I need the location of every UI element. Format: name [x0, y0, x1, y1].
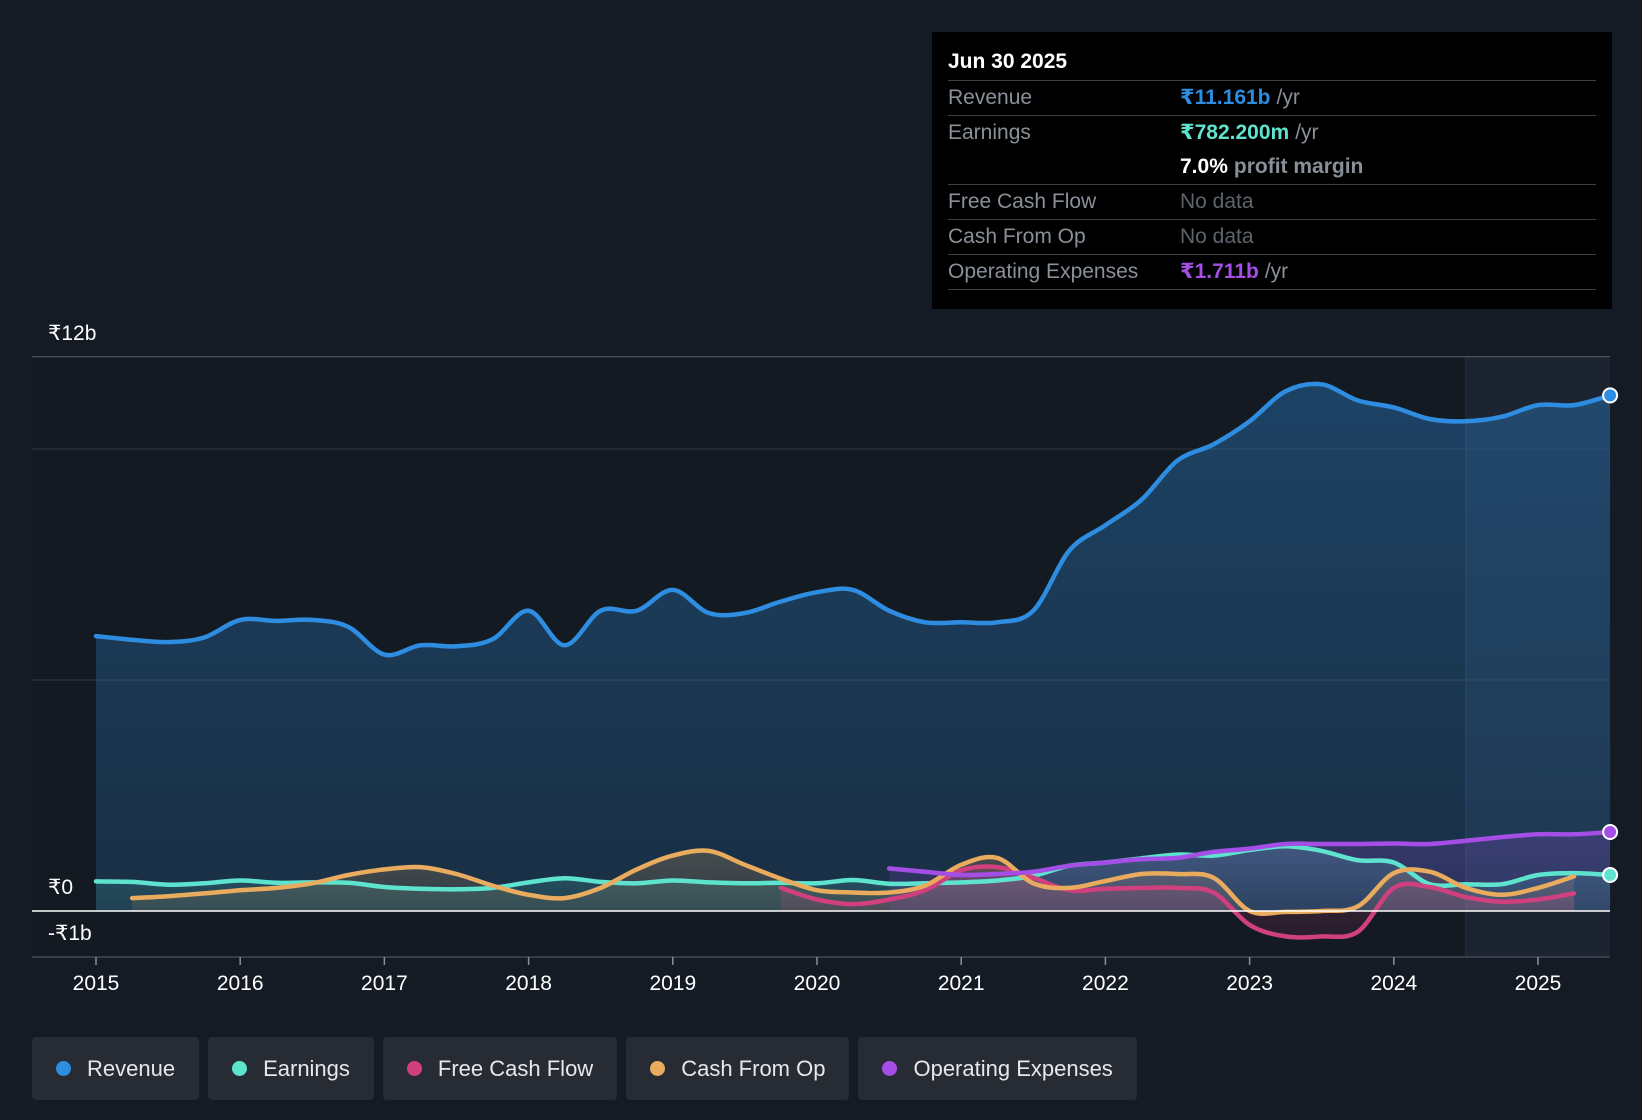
- revenue-line: [93, 381, 1613, 658]
- chart-lines: [32, 381, 1613, 940]
- earnings-end-point: [1602, 866, 1619, 883]
- x-tick-label: 2022: [1082, 972, 1129, 995]
- x-tick-label: 2016: [217, 972, 264, 995]
- x-tick-label: 2015: [73, 972, 120, 995]
- operating-expenses-end-point: [1602, 823, 1619, 840]
- tooltip-panel: Jun 30 2025 Revenue ₹11.161b/yr Earnings…: [932, 32, 1612, 309]
- tooltip-row-fcf: Free Cash Flow No data: [948, 185, 1596, 220]
- y-label-top: ₹12b: [48, 322, 96, 345]
- earnings-line: [93, 844, 1613, 892]
- tooltip-label: Revenue: [948, 86, 1033, 109]
- y-label-zero: ₹0: [48, 876, 73, 899]
- tooltip-label: Earnings: [948, 121, 1031, 144]
- tooltip-row-earnings: Earnings ₹782.200m/yr: [948, 116, 1596, 150]
- x-tick-label: 2025: [1515, 972, 1562, 995]
- x-tick-label: 2021: [938, 972, 985, 995]
- chart-end-dots: [1602, 387, 1619, 883]
- tooltip-fcf-value: No data: [1180, 190, 1254, 213]
- legend-label: Operating Expenses: [913, 1055, 1113, 1081]
- tooltip-row-margin: 7.0% profit margin: [948, 150, 1596, 185]
- x-axis-ticks: 2015 2016 2017 2018 2019 2020 2021 2022 2023 2024…: [73, 957, 1562, 995]
- tooltip-margin-value: 7.0%: [1180, 155, 1228, 178]
- tooltip-row-revenue: Revenue ₹11.161b/yr: [948, 81, 1596, 116]
- revenue-area: [96, 383, 1611, 911]
- x-tick-label: 2017: [361, 972, 408, 995]
- x-tick-label: 2024: [1370, 972, 1417, 995]
- tooltip-row-cfo: Cash From Op No data: [948, 220, 1596, 255]
- revenue-end-point: [1602, 387, 1619, 404]
- legend-label: Revenue: [87, 1055, 176, 1081]
- tooltip-margin-text: profit margin: [1233, 155, 1364, 178]
- revenue-dot-icon: [56, 1061, 71, 1076]
- tooltip-unit: /yr: [1276, 86, 1300, 109]
- legend-item-cash-from-op[interactable]: Cash From Op: [626, 1037, 850, 1100]
- legend-item-earnings[interactable]: Earnings: [208, 1037, 374, 1100]
- tooltip-revenue-value: ₹11.161b: [1180, 86, 1271, 109]
- tooltip-label: Cash From Op: [948, 225, 1086, 248]
- tooltip-date: Jun 30 2025: [948, 44, 1596, 81]
- tooltip-label: Free Cash Flow: [948, 190, 1097, 213]
- tooltip-row-opex: Operating Expenses ₹1.711b/yr: [948, 255, 1596, 290]
- operating-expenses-dot-icon: [882, 1061, 898, 1076]
- legend-item-operating-expenses[interactable]: Operating Expenses: [858, 1037, 1137, 1100]
- legend-label: Earnings: [263, 1055, 350, 1081]
- free-cash-flow-line: [778, 864, 1577, 940]
- tooltip-label: Operating Expenses: [948, 260, 1139, 283]
- legend-item-revenue[interactable]: Revenue: [32, 1037, 200, 1100]
- free-cash-flow-dot-icon: [406, 1061, 422, 1076]
- x-tick-label: 2019: [649, 972, 696, 995]
- x-tick-label: 2023: [1226, 972, 1273, 995]
- earnings-dot-icon: [232, 1061, 248, 1076]
- operating-expenses-line: [886, 829, 1613, 878]
- tooltip-opex-value: ₹1.711b: [1180, 260, 1259, 283]
- tooltip-unit: /yr: [1264, 260, 1289, 283]
- x-tick-label: 2020: [794, 972, 841, 995]
- legend-label: Cash From Op: [681, 1055, 826, 1081]
- cash-from-op-dot-icon: [650, 1061, 666, 1076]
- legend: Revenue Earnings Free Cash Flow Cash Fro…: [32, 1037, 1137, 1100]
- y-label-bottom: -₹1b: [48, 922, 92, 945]
- x-tick-label: 2018: [505, 972, 552, 995]
- legend-label: Free Cash Flow: [437, 1055, 594, 1081]
- legend-item-free-cash-flow[interactable]: Free Cash Flow: [382, 1037, 618, 1100]
- tooltip-unit: /yr: [1295, 121, 1319, 144]
- tooltip-cfo-value: No data: [1180, 225, 1254, 248]
- tooltip-earnings-value: ₹782.200m: [1180, 121, 1290, 144]
